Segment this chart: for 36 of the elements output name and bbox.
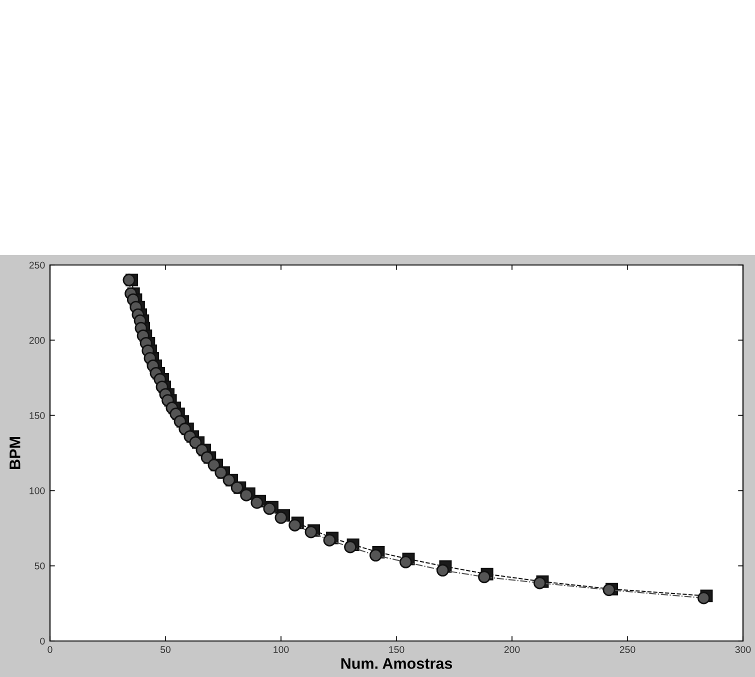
point bbox=[240, 488, 253, 502]
point bbox=[214, 466, 228, 479]
point bbox=[602, 584, 616, 596]
x-tick-label: 100 bbox=[274, 646, 289, 653]
point bbox=[208, 458, 220, 472]
point bbox=[304, 526, 318, 538]
point bbox=[230, 481, 244, 494]
point bbox=[399, 556, 412, 568]
point bbox=[323, 534, 336, 546]
point bbox=[200, 451, 214, 464]
point bbox=[533, 576, 546, 590]
y-tick-label: 150 bbox=[30, 412, 45, 420]
point bbox=[274, 511, 288, 524]
point bbox=[250, 496, 264, 509]
point bbox=[436, 564, 449, 577]
x-tick-label: 50 bbox=[160, 646, 171, 653]
point bbox=[697, 592, 710, 604]
point bbox=[478, 570, 491, 584]
point bbox=[369, 549, 382, 562]
x-tick-label: 0 bbox=[48, 646, 52, 653]
point bbox=[288, 518, 302, 532]
x-tick-label: 200 bbox=[504, 646, 520, 653]
point bbox=[122, 274, 136, 286]
x-tick-label: 300 bbox=[735, 646, 751, 653]
x-axis-title: Num. Amostras bbox=[341, 658, 452, 669]
y-axis-title: BPM bbox=[10, 437, 20, 469]
y-tick-label: 100 bbox=[30, 487, 45, 494]
point bbox=[263, 502, 276, 515]
y-tick-label: 50 bbox=[34, 562, 45, 570]
x-tick-label: 150 bbox=[389, 646, 404, 653]
point bbox=[344, 540, 357, 554]
x-tick-label: 250 bbox=[620, 646, 636, 653]
point bbox=[222, 474, 236, 486]
y-tick-label: 0 bbox=[40, 638, 45, 645]
y-tick-label: 200 bbox=[29, 336, 45, 344]
y-tick-label: 250 bbox=[29, 262, 45, 269]
